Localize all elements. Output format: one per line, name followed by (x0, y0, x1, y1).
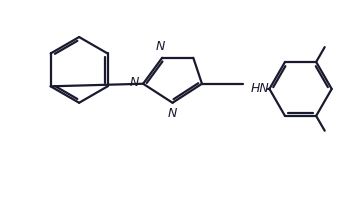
Text: N: N (168, 107, 177, 120)
Text: N: N (156, 40, 165, 53)
Text: N: N (129, 75, 139, 88)
Text: HN: HN (250, 82, 269, 96)
